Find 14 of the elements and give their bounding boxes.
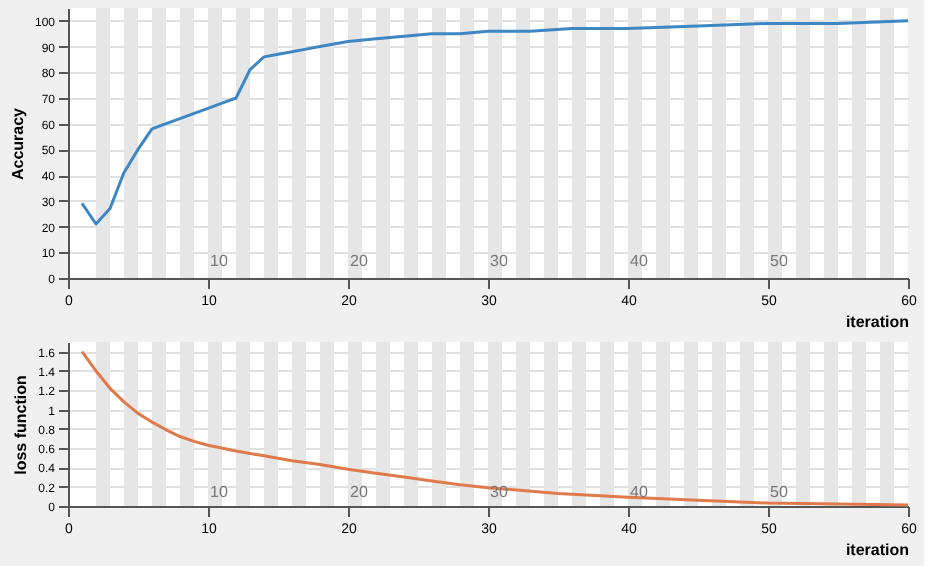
annotation: 30 [490,252,509,271]
x-axis-title: iteration [845,313,910,331]
annotation: 40 [630,252,649,271]
annotation: 10 [210,252,229,271]
annotation: 20 [350,483,369,502]
line-series [80,350,910,507]
y-axis-title: Accuracy [8,106,27,181]
x-axis-title: iteration [845,541,910,559]
annotation: 50 [770,483,789,502]
y-axis-title: loss function [12,375,31,475]
annotation: 50 [770,252,789,271]
line-series [80,19,910,226]
annotation: 20 [350,252,369,271]
annotation: 10 [210,483,229,502]
